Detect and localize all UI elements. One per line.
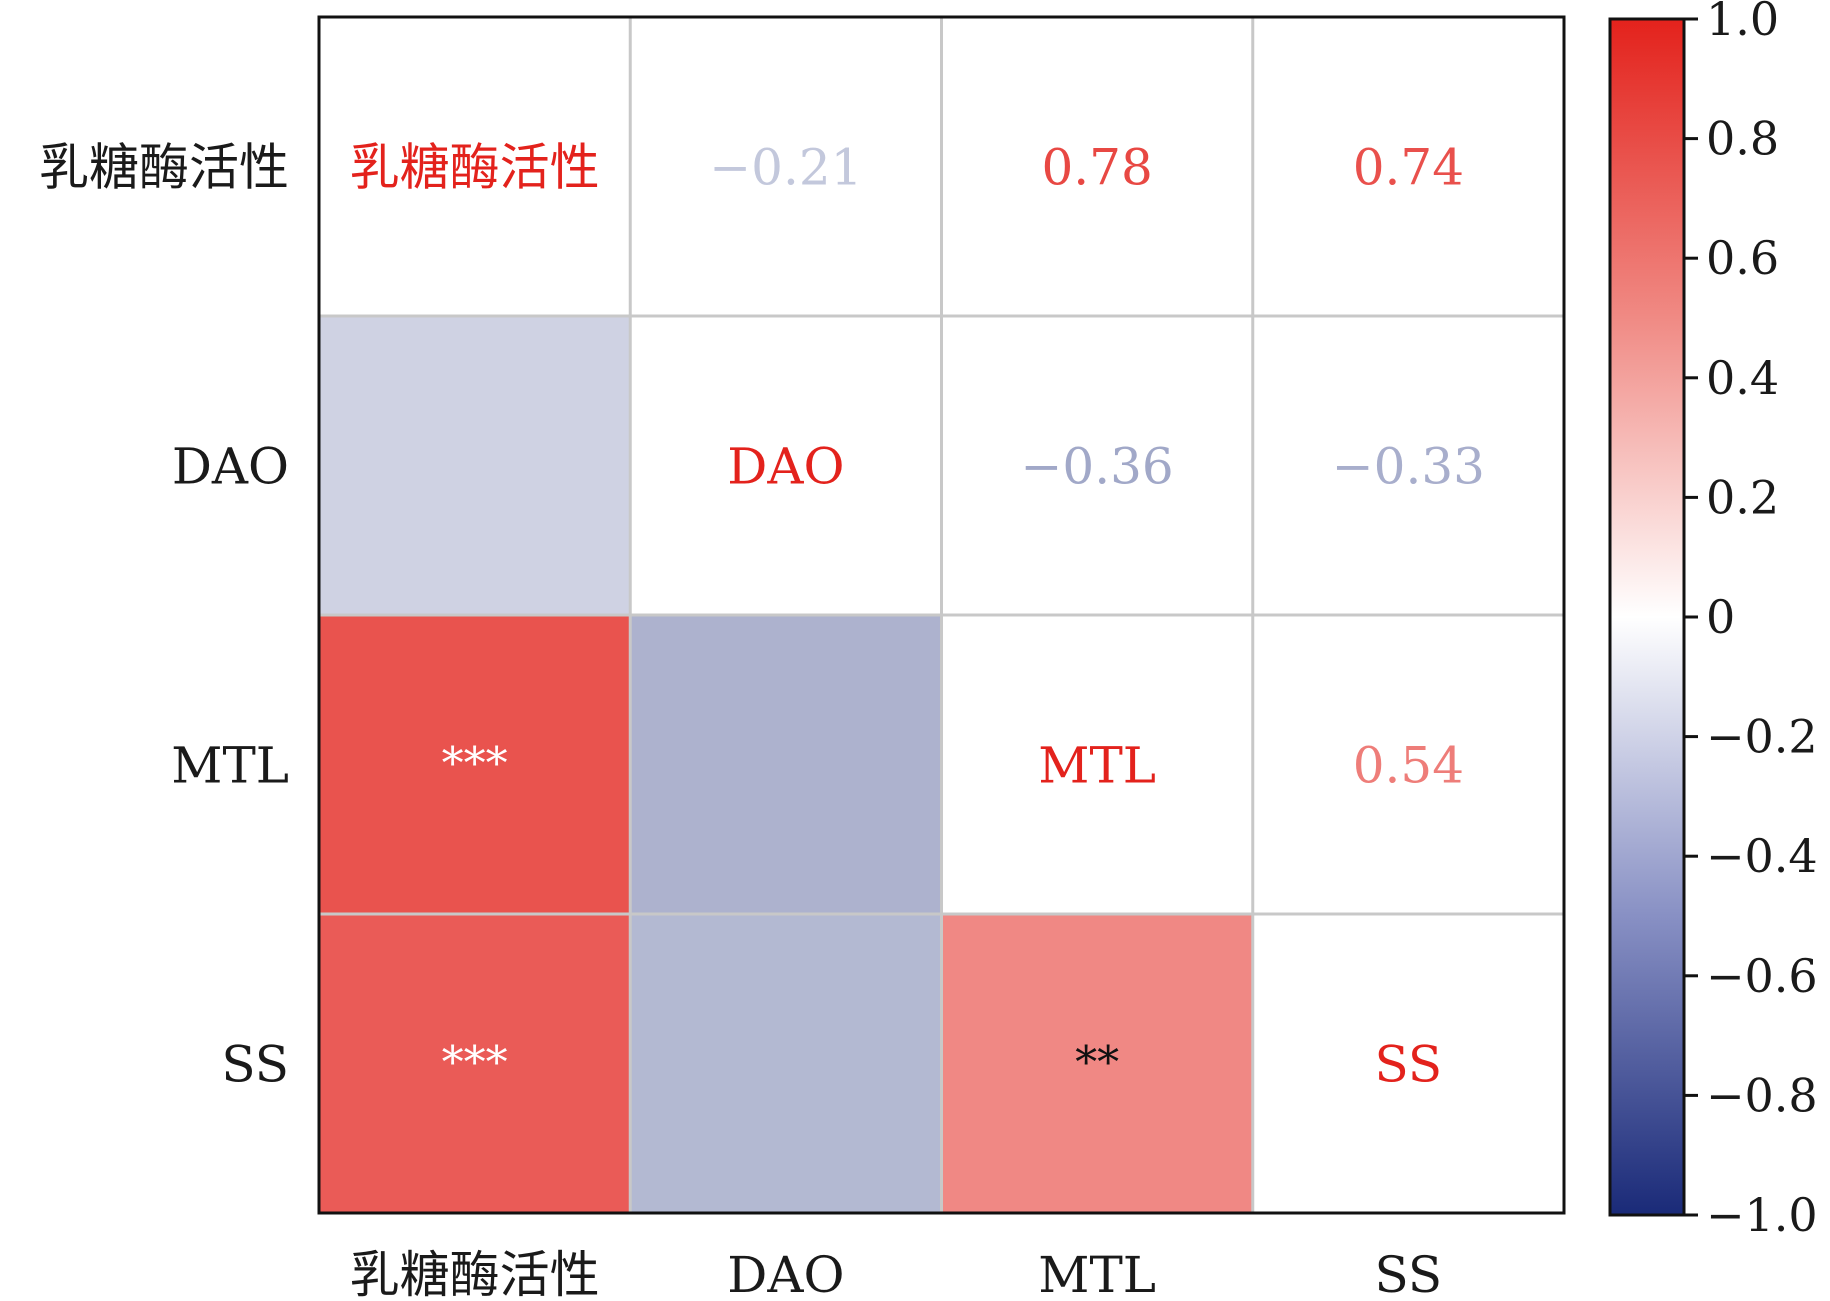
significance-mark-3-2: ** — [1075, 1038, 1119, 1089]
heatmap-cell-0-1 — [630, 17, 942, 316]
row-label-1: DAO — [172, 438, 289, 496]
heatmap-cell-1-0 — [319, 316, 631, 615]
colorbar-tick-label-10: −1.0 — [1706, 1188, 1818, 1242]
colorbar-tick-label-3: 0.4 — [1706, 351, 1779, 405]
colorbar: 1.0 0.8 0.6 0.4 0.2 0 −0.2 −0.4 −0.6 −0.8 −1.0 — [1608, 0, 1818, 1242]
colorbar-tick-label-8: −0.6 — [1706, 949, 1818, 1003]
heatmap-cells — [319, 17, 1564, 1213]
column-label-2: MTL — [1038, 1246, 1156, 1301]
cell-value-0-2: 0.78 — [1041, 139, 1152, 197]
heatmap-cell-1-2 — [941, 316, 1253, 615]
colorbar-tick-label-2: 0.6 — [1706, 231, 1779, 285]
heatmap-cell-2-3 — [1252, 615, 1564, 914]
heatmap-cell-0-3 — [1252, 17, 1564, 316]
column-label-3: SS — [1375, 1246, 1443, 1301]
heatmap-gridlines — [319, 17, 1564, 1213]
heatmap-frame — [317, 15, 1566, 1215]
heatmap-cell-3-0 — [319, 914, 631, 1213]
row-label-0: 乳糖酶活性 — [39, 139, 289, 197]
cell-text: 乳糖酶活性 −0.21 0.78 0.74 DAO −0.36 −0.33 *** MTL 0.5… — [350, 139, 1485, 1094]
heatmap-cell-3-3 — [1252, 914, 1564, 1213]
diagonal-label-2: MTL — [1038, 737, 1156, 795]
significance-mark-2-0: *** — [442, 739, 508, 790]
diagonal-label-1: DAO — [727, 438, 844, 496]
column-label-1: DAO — [727, 1246, 844, 1301]
diagonal-label-0: 乳糖酶活性 — [350, 139, 600, 197]
colorbar-tick-label-1: 0.8 — [1706, 112, 1779, 166]
heatmap-cell-0-0 — [319, 17, 631, 316]
heatmap-cell-3-2 — [941, 914, 1253, 1213]
heatmap-cell-3-1 — [630, 914, 942, 1213]
colorbar-tick-label-5: 0 — [1706, 590, 1735, 644]
row-label-3: SS — [221, 1036, 289, 1094]
row-label-2: MTL — [171, 737, 289, 795]
colorbar-tick-label-0: 1.0 — [1706, 0, 1779, 46]
heatmap-cell-2-1 — [630, 615, 942, 914]
colorbar-gradient — [1608, 17, 1686, 1217]
diagonal-label-3: SS — [1375, 1036, 1443, 1094]
significance-mark-3-0: *** — [442, 1038, 508, 1089]
cell-value-1-3: −0.33 — [1332, 438, 1485, 496]
colorbar-tick-label-7: −0.4 — [1706, 829, 1818, 883]
heatmap-cell-1-1 — [630, 316, 942, 615]
column-labels: 乳糖酶活性 DAO MTL SS — [350, 1246, 1443, 1301]
colorbar-tick-label-9: −0.8 — [1706, 1068, 1818, 1122]
cell-value-1-2: −0.36 — [1021, 438, 1174, 496]
colorbar-tick-label-6: −0.2 — [1706, 710, 1818, 764]
column-label-0: 乳糖酶活性 — [350, 1246, 600, 1301]
heatmap-cell-0-2 — [941, 17, 1253, 316]
cell-value-0-1: −0.21 — [709, 139, 862, 197]
cell-value-0-3: 0.74 — [1353, 139, 1464, 197]
heatmap-cell-2-0 — [319, 615, 631, 914]
cell-value-2-3: 0.54 — [1353, 737, 1464, 795]
heatmap-cell-2-2 — [941, 615, 1253, 914]
row-labels: 乳糖酶活性 DAO MTL SS — [39, 139, 289, 1094]
heatmap-cell-1-3 — [1252, 316, 1564, 615]
colorbar-tick-label-4: 0.2 — [1706, 470, 1779, 524]
